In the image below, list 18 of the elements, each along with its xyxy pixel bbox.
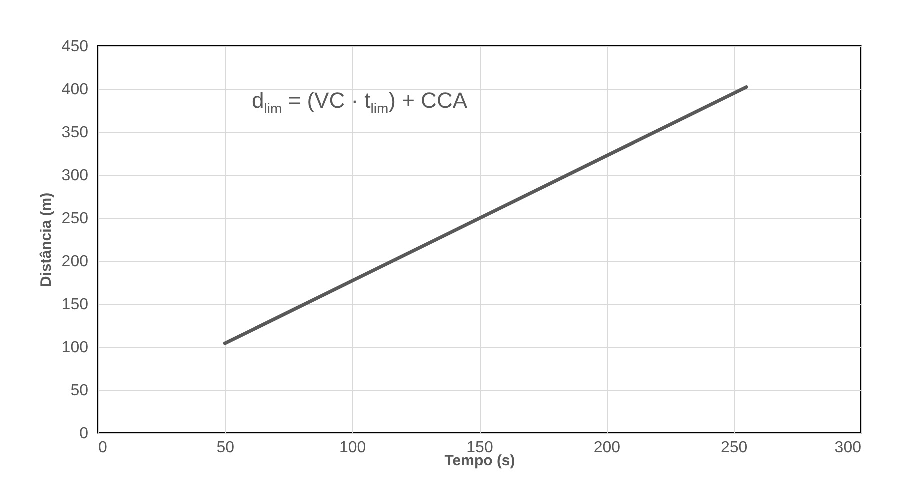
y-tick-label: 300 bbox=[62, 168, 89, 184]
y-tick-label: 250 bbox=[62, 210, 89, 228]
x-tick-label: 0 bbox=[98, 440, 108, 456]
y-tick-label: 450 bbox=[62, 38, 89, 56]
y-axis-title: Distância (m) bbox=[38, 192, 55, 288]
x-tick-label: 200 bbox=[594, 440, 621, 456]
x-tick-label: 250 bbox=[720, 440, 748, 456]
y-tick-label: 150 bbox=[62, 296, 89, 314]
y-tick-label: 0 bbox=[80, 426, 89, 442]
y-tick-label: 50 bbox=[70, 382, 89, 400]
y-tick-label: 100 bbox=[62, 340, 89, 356]
y-tick-label: 400 bbox=[62, 82, 89, 98]
annotation: d$_{lim}$ = (VC · t$_{lim}$) + CCA bbox=[252, 88, 468, 116]
x-tick-label: 300 bbox=[834, 440, 862, 456]
x-tick-label: 100 bbox=[339, 440, 366, 456]
x-tick-label: 50 bbox=[216, 440, 235, 456]
y-tick-label: 200 bbox=[62, 254, 89, 270]
y-tick-label: 350 bbox=[62, 124, 89, 142]
